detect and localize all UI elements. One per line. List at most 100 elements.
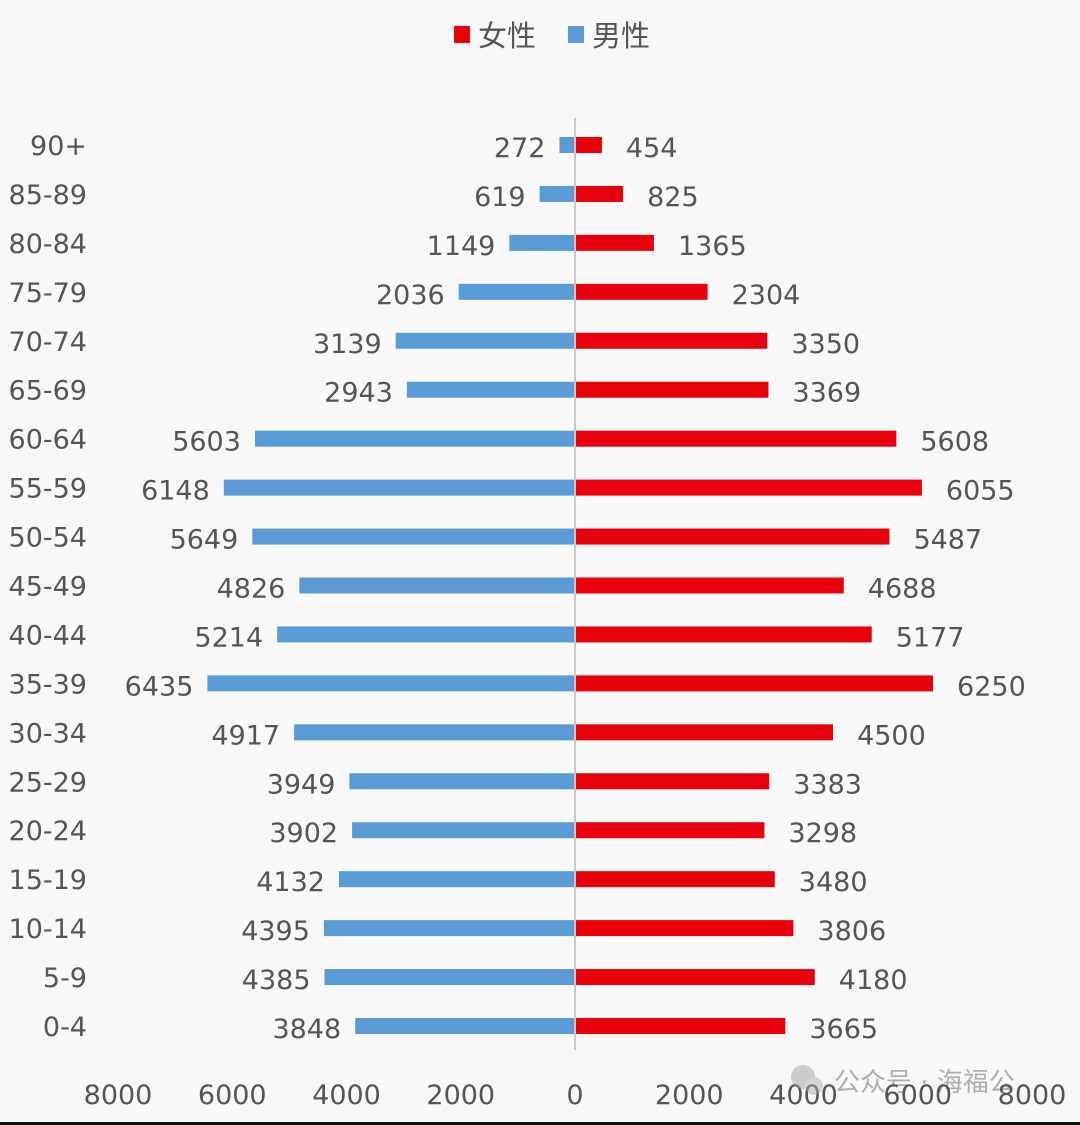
category-label: 75-79 [9,278,87,309]
bar-female [576,332,768,349]
bar-male [323,920,574,937]
category-label: 25-29 [9,767,87,798]
watermark: 公众号 · 海福公 [791,1065,1015,1098]
data-label-female: 4500 [857,720,926,751]
bar-female [576,773,770,790]
category-label: 80-84 [9,229,87,260]
labels: 90+ 454 272 85-89 825 619 80-84 1365 1149 75-79 23… [9,131,1026,1045]
data-label-female: 4688 [868,574,937,605]
data-label-male: 6435 [125,671,194,702]
data-label-male: 3139 [313,329,382,360]
bar-male [299,577,574,594]
data-label-female: 3298 [788,818,857,849]
bar-male [324,969,574,986]
data-label-male: 4132 [256,867,325,898]
bar-female [576,234,654,251]
bar-male [207,675,574,692]
x-tick-label: 8000 [84,1080,153,1111]
bar-male [252,528,574,545]
data-label-female: 6250 [957,671,1026,702]
data-label-male: 5214 [194,622,263,653]
legend-label: 女性 [478,19,536,53]
bar-female [576,381,769,398]
data-label-male: 4385 [242,965,311,996]
bar-female [576,528,890,545]
category-label: 0-4 [43,1012,87,1043]
data-label-female: 2304 [732,280,801,311]
bar-male [352,822,574,839]
data-label-female: 4180 [839,965,908,996]
data-label-female: 5177 [896,622,965,653]
data-label-male: 5649 [170,525,239,556]
bar-male [355,1018,574,1034]
bar-female [576,283,708,300]
legend-swatch [568,26,584,43]
category-label: 60-64 [9,425,87,456]
bar-male [539,185,574,202]
data-label-male: 5603 [172,427,241,458]
x-tick-label: 2000 [426,1080,495,1111]
x-tick-label: 4000 [312,1080,381,1111]
legend: 女性 男性 [454,19,650,53]
data-label-male: 2036 [376,280,445,311]
bar-female [576,724,834,741]
data-label-male: 619 [474,182,526,213]
bar-female [576,577,844,594]
bar-male [349,773,574,790]
data-label-male: 2943 [324,378,393,409]
data-label-male: 3848 [272,1014,341,1045]
legend-swatch [454,26,470,43]
wechat-icon [791,1065,815,1089]
bar-male [458,283,574,300]
bar-male [509,234,574,251]
bar-male [338,871,574,888]
bar-male [277,626,574,643]
bar-female [576,1018,786,1034]
category-label: 55-59 [9,474,87,505]
bar-male [294,724,574,741]
data-label-female: 3806 [817,916,886,947]
data-label-female: 5608 [920,427,989,458]
bar-female [576,185,624,202]
x-tick-label: 2000 [655,1080,724,1111]
bar-female [576,822,765,839]
data-label-female: 1365 [678,231,747,262]
bar-male [395,332,574,349]
bars [207,137,934,1034]
wechat-icon-bubble [805,1077,823,1095]
x-tick-label: 6000 [198,1080,267,1111]
category-label: 10-14 [9,914,87,945]
category-label: 30-34 [9,718,87,749]
data-label-female: 454 [626,133,678,164]
data-label-male: 3902 [269,818,338,849]
bar-female [576,871,775,888]
watermark-text: 公众号 · 海福公 [834,1068,1015,1098]
data-label-male: 272 [494,133,546,164]
bar-female [576,675,934,692]
bar-male [406,381,574,398]
data-label-male: 6148 [141,476,210,507]
data-label-male: 4917 [211,720,280,751]
category-label: 40-44 [9,620,87,651]
category-label: 90+ [30,131,87,162]
data-label-male: 3949 [267,769,336,800]
x-tick-label: 4000 [769,1080,838,1111]
category-label: 35-39 [9,669,87,700]
category-label: 5-9 [43,963,87,994]
data-label-female: 5487 [913,525,982,556]
data-label-female: 6055 [946,476,1015,507]
data-label-female: 3665 [809,1014,878,1045]
category-label: 65-69 [9,376,87,407]
data-label-female: 3383 [793,769,862,800]
data-label-female: 825 [647,182,699,213]
bar-female [576,430,897,447]
bar-female [576,920,794,937]
category-label: 50-54 [9,523,87,554]
data-label-female: 3350 [791,329,860,360]
x-axis: 8000 6000 4000 2000 0 2000 4000 6000 8000 [84,118,1066,1111]
category-label: 85-89 [9,180,87,211]
category-label: 45-49 [9,572,87,603]
data-label-male: 1149 [427,231,496,262]
